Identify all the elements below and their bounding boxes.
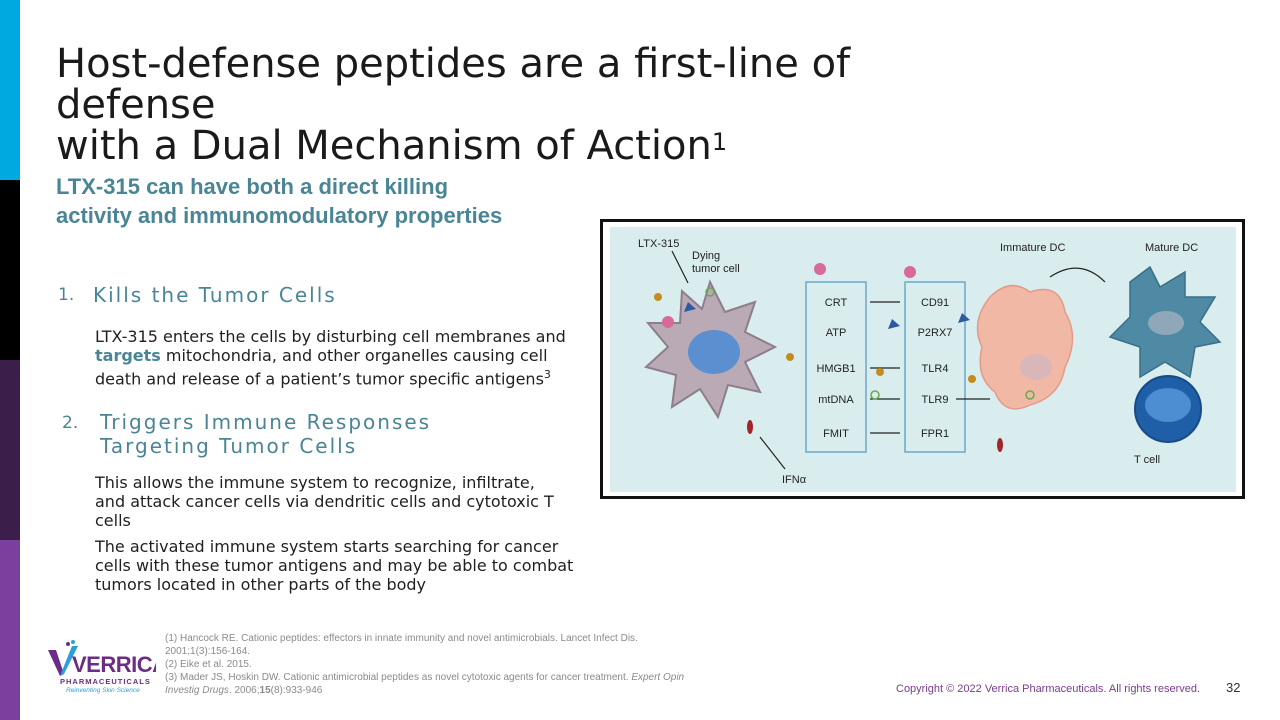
sidebar-band-black: [0, 180, 20, 360]
mtdna-dot: [705, 287, 715, 297]
label-dying: Dying: [692, 250, 720, 262]
hmgb1-blob: [662, 316, 674, 328]
atp-dot: [654, 293, 662, 301]
reference-3-volume: 15: [259, 685, 271, 696]
reference-3-text: (3) Mader JS, Hoskin DW. Cationic antimi…: [165, 672, 632, 683]
immature-dendritic-cell: [976, 284, 1074, 410]
label-ifn: IFNα: [782, 474, 807, 486]
item-1-footnote-ref: 3: [543, 368, 551, 381]
arrow-ifn: [759, 436, 786, 470]
copyright-notice: Copyright © 2022 Verrica Pharmaceuticals…: [896, 683, 1201, 695]
sidebar-band-blue: [0, 0, 20, 180]
label-tlr9: TLR9: [922, 394, 949, 406]
label-fmit: FMIT: [823, 428, 849, 440]
verrica-logo: VERRICA PHARMACEUTICALS Reinventing Skin…: [46, 640, 169, 694]
page-number: 32: [1226, 680, 1241, 695]
label-mtdna: mtDNA: [818, 394, 854, 406]
logo-dot: [71, 640, 75, 644]
item-1-highlight: targets: [95, 346, 161, 365]
sidebar-band-purple: [0, 540, 20, 720]
title-line-2: with a Dual Mechanism of Action: [56, 123, 712, 169]
reference-2: (2) Eike et al. 2015.: [165, 659, 252, 670]
label-mature-dc: Mature DC: [1145, 242, 1198, 254]
reference-3: (3) Mader JS, Hoskin DW. Cationic antimi…: [165, 671, 685, 697]
fmit-particle: [747, 420, 753, 434]
item-1-number: 1.: [58, 285, 75, 305]
immature-dc-nucleus: [1020, 354, 1052, 380]
label-p2rx7: P2RX7: [918, 327, 953, 339]
logo-tagline: Reinventing Skin Science: [66, 687, 140, 694]
mechanism-illustration: CRT ATP HMGB1 mtDNA FMIT CD91 P2RX7 TLR4…: [610, 227, 1236, 492]
label-t-cell: T cell: [1134, 454, 1160, 466]
receptor-box: [904, 281, 966, 453]
verrica-logo-mark: VERRICA PHARMACEUTICALS Reinventing Skin…: [48, 640, 169, 694]
label-fpr1: FPR1: [921, 428, 949, 440]
atp-dot: [968, 375, 976, 383]
mtdna-dot: [870, 390, 880, 400]
crt-triangle: [888, 319, 900, 329]
mature-dc-nucleus: [1148, 311, 1184, 335]
tumor-nucleus: [688, 330, 740, 374]
label-immature-dc: Immature DC: [1000, 242, 1065, 254]
atp-dot: [876, 368, 884, 376]
mechanism-figure: CRT ATP HMGB1 mtDNA FMIT CD91 P2RX7 TLR4…: [600, 219, 1245, 499]
release-box: [805, 281, 867, 453]
item-1-heading: Kills the Tumor Cells: [93, 283, 337, 307]
label-crt: CRT: [825, 297, 848, 309]
arrow-ltx315: [671, 250, 689, 284]
label-tlr4: TLR4: [922, 363, 949, 375]
item-2-paragraph-1: This allows the immune system to recogni…: [95, 473, 554, 530]
item-1-text-b: mitochondria, and other organelles causi…: [95, 346, 548, 389]
t-cell-nucleus: [1145, 388, 1191, 422]
reference-1: (1) Hancock RE. Cationic peptides: effec…: [165, 633, 638, 657]
mtdna-dot: [1025, 390, 1035, 400]
antigen-particles: [654, 263, 1035, 452]
logo-v-left: [48, 650, 64, 676]
atp-dot: [786, 353, 794, 361]
title-footnote-ref: 1: [711, 128, 728, 156]
title-line-1: Host-defense peptides are a first-line o…: [56, 41, 851, 128]
sidebar-color-bar: [0, 0, 20, 720]
label-tumor-cell: tumor cell: [692, 263, 740, 275]
hmgb1-blob: [814, 263, 826, 275]
label-hmgb1: HMGB1: [816, 363, 855, 375]
logo-v-right: [60, 646, 78, 676]
slide-title: Host-defense peptides are a first-line o…: [56, 44, 956, 167]
item-2-heading: Triggers Immune Responses Targeting Tumo…: [100, 410, 432, 458]
fmit-particle: [997, 438, 1003, 452]
arrow-maturation: [1049, 267, 1106, 283]
logo-subtext: PHARMACEUTICALS: [60, 677, 151, 686]
reference-3-journal: Expert Opin Investig Drugs: [165, 672, 685, 696]
sidebar-band-dark-purple: [0, 360, 20, 540]
logo-wordmark: VERRICA: [72, 652, 156, 677]
label-ltx315: LTX-315: [638, 238, 679, 250]
slide-subtitle: LTX-315 can have both a direct killing a…: [56, 174, 503, 228]
reference-3-tail-b: (8):933-946: [270, 685, 323, 696]
crt-triangle: [684, 302, 696, 312]
hmgb1-blob: [904, 266, 916, 278]
crt-triangle: [958, 313, 970, 323]
label-cd91: CD91: [921, 297, 949, 309]
label-atp: ATP: [826, 327, 847, 339]
item-2-paragraph-2: The activated immune system starts searc…: [95, 537, 574, 594]
item-1-paragraph: LTX-315 enters the cells by disturbing c…: [95, 327, 585, 388]
item-2-number: 2.: [62, 413, 79, 433]
reference-3-tail-a: . 2006;: [228, 685, 260, 696]
item-1-text-a: LTX-315 enters the cells by disturbing c…: [95, 327, 566, 346]
logo-dot: [66, 642, 70, 646]
references: (1) Hancock RE. Cationic peptides: effec…: [165, 632, 685, 697]
